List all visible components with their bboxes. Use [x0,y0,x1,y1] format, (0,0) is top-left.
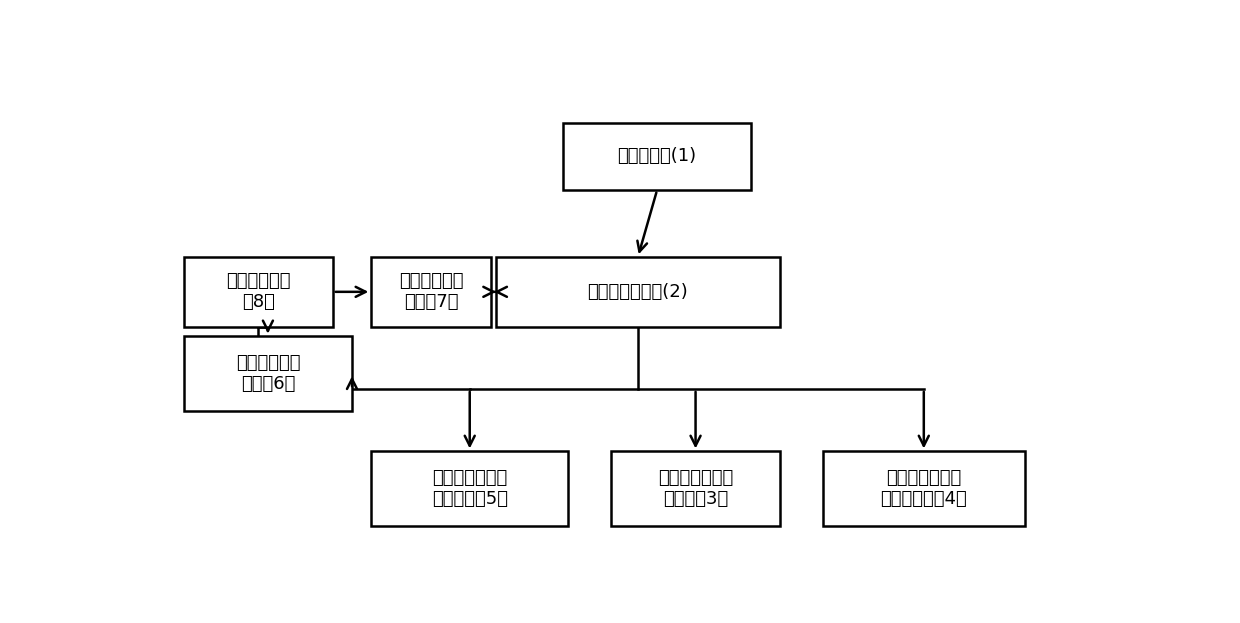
Bar [184,336,352,411]
Bar [563,123,750,190]
Text: 参数配置类命令
处理任务块（4）: 参数配置类命令 处理任务块（4） [880,469,967,508]
Bar [496,257,780,326]
Text: 显示列表读任
务块（7）: 显示列表读任 务块（7） [399,272,464,312]
Text: 显示列表文件
（8）: 显示列表文件 （8） [226,272,290,312]
Text: 准备任务块(1): 准备任务块(1) [618,147,697,165]
Text: 绘制类命令处理
任务块（3）: 绘制类命令处理 任务块（3） [658,469,733,508]
Bar [371,257,491,326]
Text: 显示列表写任
务块（6）: 显示列表写任 务块（6） [236,354,300,392]
Bar [611,451,780,526]
Text: 命令解析任务块(2): 命令解析任务块(2) [588,283,688,301]
Bar [823,451,1024,526]
Bar [184,257,332,326]
Text: 显示列表命令处
理任务块（5）: 显示列表命令处 理任务块（5） [432,469,507,508]
Bar [371,451,568,526]
